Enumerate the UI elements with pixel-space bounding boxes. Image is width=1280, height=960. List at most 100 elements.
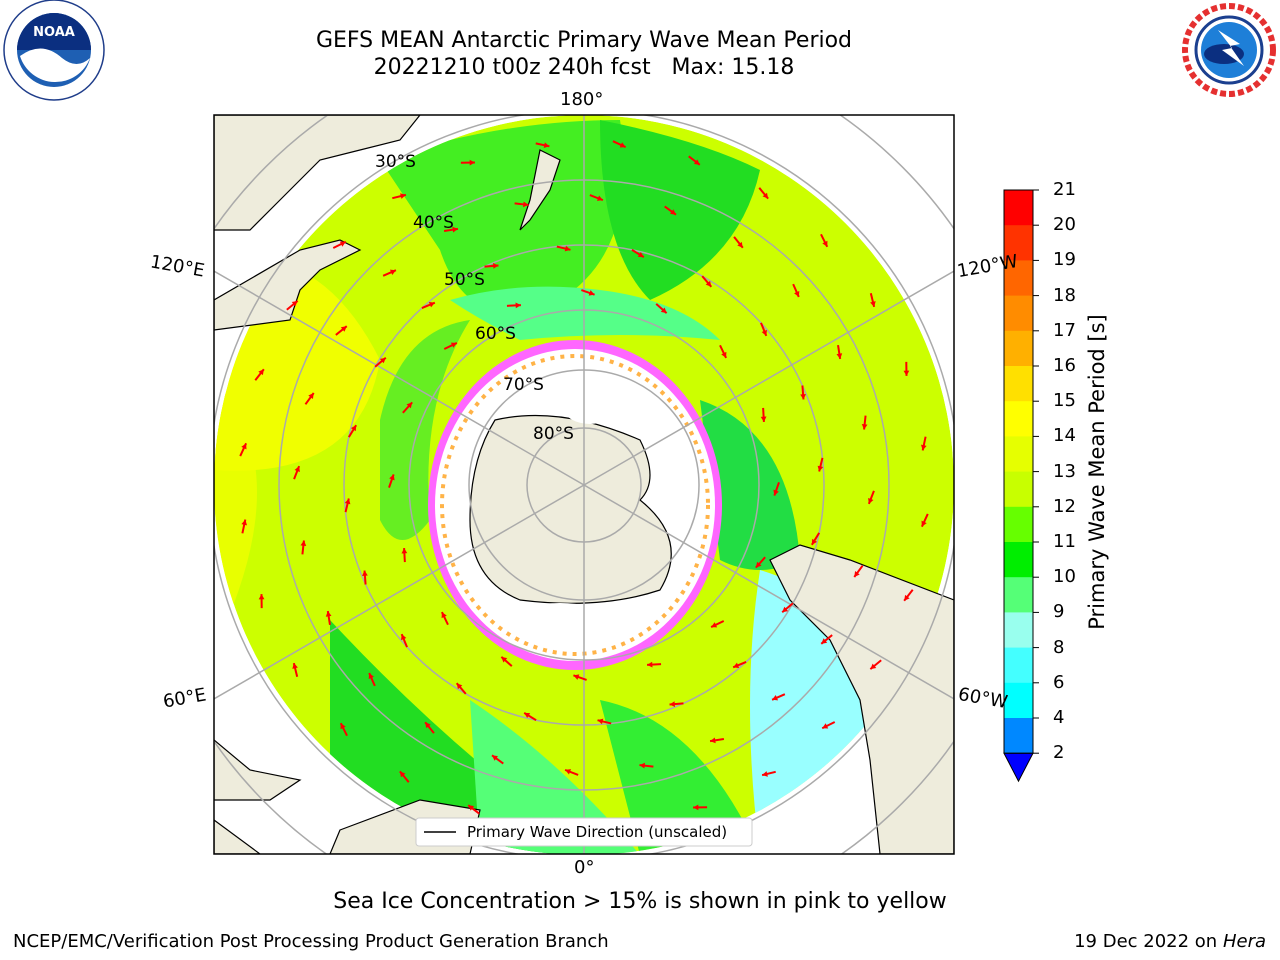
wave-arrow-head <box>619 142 626 148</box>
wave-arrow-head <box>773 489 779 496</box>
wave-arrow-head <box>903 370 910 376</box>
colorbar-tick-label: 4 <box>1053 707 1065 728</box>
wave-arrow-head <box>821 638 828 644</box>
wave-arrow-head <box>325 611 332 617</box>
colorbar <box>1003 189 1039 783</box>
lat-label-50s: 50°S <box>444 270 485 290</box>
wave-arrow-head <box>811 538 818 545</box>
colorbar-tick-label: 20 <box>1053 214 1076 236</box>
wave-arrow-head <box>469 159 475 166</box>
wave-arrow-head <box>291 300 298 307</box>
wave-arrow-head <box>762 771 768 777</box>
wave-arrow-head <box>308 393 314 399</box>
wave-arrow-head <box>822 723 829 729</box>
wave-arrow-head <box>543 142 550 149</box>
colorbar-segment <box>1004 436 1033 473</box>
wave-direction-arrows <box>239 140 929 830</box>
colorbar-segment <box>1004 260 1033 297</box>
lat-label-70s: 70°S <box>503 375 544 395</box>
colorbar-segment <box>1004 718 1033 754</box>
wave-arrow-head <box>761 329 767 336</box>
colorbar-tick-label: 21 <box>1053 179 1076 200</box>
wave-arrow-head <box>573 674 580 680</box>
wave-arrow-head <box>292 663 298 669</box>
colorbar-tick-label: 8 <box>1053 636 1065 658</box>
wave-arrow-head <box>639 762 646 769</box>
wave-arrow-head <box>450 342 457 348</box>
wave-arrow-head <box>241 519 248 526</box>
wave-arrow-head <box>647 661 653 668</box>
colorbar-segment <box>1004 542 1033 578</box>
map-legend: Primary Wave Direction (unscaled) <box>415 817 753 847</box>
colorbar-segment <box>1004 577 1033 613</box>
wave-arrow-head <box>344 498 351 505</box>
noaa-logo-icon: NOAA <box>3 0 105 101</box>
wave-arrow-head <box>762 192 769 199</box>
wave-arrow-head <box>425 722 431 729</box>
wave-arrow-head <box>836 353 843 359</box>
colorbar-segment <box>1004 366 1033 402</box>
colorbar-tick-label: 6 <box>1053 671 1065 693</box>
colorbar-segment <box>1004 682 1033 719</box>
wave-arrow-head <box>782 606 789 613</box>
wave-arrow-head <box>428 302 435 308</box>
wave-arrow-head <box>362 570 368 577</box>
wave-arrow-head <box>515 302 521 309</box>
wave-arrow-head <box>492 263 499 269</box>
colorbar-tick-label: 17 <box>1053 319 1076 341</box>
credit-text: NCEP/EMC/Verification Post Processing Pr… <box>13 931 609 952</box>
wave-arrow-head <box>904 594 910 601</box>
chart-subtitle: 20221210 t00z 240h fcst Max: 15.18 <box>373 55 795 80</box>
wave-arrow-head <box>389 269 396 275</box>
wave-arrow-head <box>817 465 824 472</box>
wave-arrow-head <box>441 612 447 619</box>
colorbar-segment <box>1004 506 1033 543</box>
wave-arrow-head <box>379 357 386 364</box>
wave-arrow-head <box>406 402 413 409</box>
lon-label-180: 180° <box>560 89 604 110</box>
wave-arrow-head <box>670 209 676 215</box>
wave-arrow-head <box>800 393 806 400</box>
colorbar-segment <box>1004 330 1033 367</box>
wave-arrow-head <box>339 241 346 247</box>
colorbar-extend-triangle <box>1003 752 1034 783</box>
wave-arrow-head <box>452 226 458 233</box>
wave-arrow-head <box>522 201 529 208</box>
wave-arrow-head <box>492 755 498 761</box>
lon-label-0: 0° <box>574 857 595 878</box>
date-value: 19 Dec 2022 on <box>1074 931 1218 952</box>
wave-arrow-head <box>564 245 571 252</box>
wave-arrow-head <box>920 444 927 451</box>
wave-arrow-head <box>340 326 347 332</box>
wave-arrow-head <box>705 280 712 287</box>
colorbar-tick-label: 12 <box>1053 495 1076 517</box>
wave-arrow-head <box>350 425 357 432</box>
wave-arrow-head <box>597 718 604 725</box>
wave-arrow-head <box>294 466 300 473</box>
wave-arrow-head <box>822 240 828 247</box>
wave-arrow-head <box>300 540 307 547</box>
colorbar-tick-label: 19 <box>1053 249 1076 271</box>
lat-label-40s: 40°S <box>413 213 454 233</box>
wave-arrow-head <box>693 159 700 165</box>
lat-label-80s: 80°S <box>533 424 574 444</box>
wave-arrow-head <box>737 241 743 248</box>
nws-logo-icon <box>1181 2 1277 98</box>
wave-arrow-head <box>468 805 475 811</box>
wave-arrow-head <box>401 634 407 641</box>
colorbar-tick-label: 2 <box>1053 742 1065 764</box>
wave-arrow-head <box>861 423 868 430</box>
wave-arrow-head <box>456 683 463 690</box>
wave-arrow-head <box>669 701 676 707</box>
wave-arrow-head <box>400 193 406 199</box>
wave-arrow-head <box>854 571 860 577</box>
colorbar-segment <box>1004 225 1033 261</box>
date-text: 19 Dec 2022 on Hera <box>1074 931 1266 952</box>
wave-arrow-head <box>711 622 718 628</box>
wave-arrow-head <box>870 663 877 670</box>
colorbar-label: Primary Wave Mean Period [s] <box>1085 314 1109 630</box>
lat-label-60s: 60°S <box>475 324 516 344</box>
wave-arrow-head <box>501 656 508 663</box>
wave-arrow-head <box>596 195 603 201</box>
